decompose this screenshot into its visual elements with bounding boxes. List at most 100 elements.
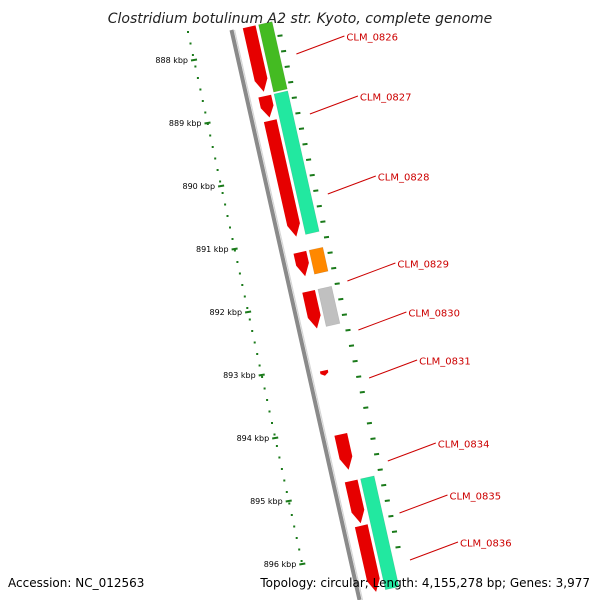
cds-arrow-clm_0826 <box>242 25 268 92</box>
minor-tick <box>191 54 194 56</box>
minor-tick <box>219 180 222 183</box>
minor-tick <box>211 146 214 148</box>
minor-tick <box>256 353 259 355</box>
gene-leader-line <box>327 175 376 195</box>
minor-tick <box>221 192 224 194</box>
gene-label: CLM_0828 <box>378 173 430 184</box>
gene-label: CLM_0834 <box>438 440 490 451</box>
minor-tick <box>263 387 266 390</box>
kbp-major-tick <box>258 373 265 377</box>
gene-feature-clm_0835 <box>360 475 400 591</box>
minor-tick <box>246 307 249 309</box>
minor-tick <box>243 295 246 298</box>
kbp-major-tick <box>285 499 292 503</box>
cds-arrow-clm_0836 <box>354 524 380 592</box>
gene-feature-clm_0829 <box>308 246 329 275</box>
kbp-tick-label: 894 kbp <box>237 434 270 443</box>
minor-tick <box>253 341 256 344</box>
gene-leader-line <box>358 311 407 331</box>
genome-track-group: 888 kbp 889 kbp 890 kbp 891 kbp 892 kbp 893 k… <box>155 21 512 600</box>
outer-tick <box>280 49 287 53</box>
kbp-tick-label: 896 kbp <box>264 560 297 569</box>
kbp-major-tick <box>217 184 225 188</box>
minor-tick <box>224 203 227 206</box>
kbp-tick-label: 890 kbp <box>182 182 215 191</box>
gene-label: CLM_0836 <box>460 539 512 550</box>
minor-tick <box>300 560 303 562</box>
kbp-major-tick <box>190 58 198 62</box>
gene-leader-line <box>368 359 418 379</box>
gene-leader-line <box>409 541 459 561</box>
outer-tick <box>348 344 355 347</box>
outer-tick <box>284 65 290 68</box>
minor-tick <box>231 238 234 240</box>
outer-tick <box>345 328 351 332</box>
genome-summary-text: Topology: circular; Length: 4,155,278 bp… <box>259 576 590 590</box>
minor-tick <box>187 31 189 33</box>
outer-tick <box>381 483 387 487</box>
gene-label: CLM_0830 <box>408 309 460 320</box>
minor-tick <box>275 445 278 447</box>
minor-tick <box>199 88 202 91</box>
minor-tick <box>204 111 207 114</box>
outer-tick <box>320 220 326 223</box>
minor-tick <box>238 272 241 275</box>
gene-label: CLM_0831 <box>419 357 471 368</box>
outer-tick <box>363 406 369 409</box>
gene-leader-line <box>399 494 448 514</box>
cds-arrow-clm_0830 <box>302 290 321 329</box>
minor-tick <box>288 502 291 505</box>
accession-text: Accession: NC_012563 <box>8 576 144 590</box>
outer-tick <box>323 235 330 239</box>
outer-tick <box>316 204 322 208</box>
minor-tick <box>248 318 251 321</box>
minor-tick <box>226 215 229 217</box>
kbp-major-tick <box>299 562 306 566</box>
gene-leader-line <box>387 442 436 462</box>
minor-tick <box>293 525 296 528</box>
minor-tick <box>236 261 239 263</box>
outer-tick <box>356 375 362 378</box>
kbp-tick-label: 891 kbp <box>196 245 229 254</box>
outer-tick <box>305 158 312 161</box>
gene-feature-clm_0826 <box>258 21 288 93</box>
minor-tick <box>214 157 217 160</box>
map-title: Clostridium botulinum A2 str. Kyoto, com… <box>108 11 493 27</box>
minor-tick <box>278 456 281 459</box>
minor-tick <box>261 376 264 378</box>
outer-tick <box>391 530 398 533</box>
outer-tick <box>288 80 294 84</box>
minor-tick <box>206 123 209 125</box>
minor-tick <box>201 100 204 102</box>
outer-tick <box>366 421 373 425</box>
outer-tick <box>331 266 337 270</box>
outer-tick <box>370 437 376 440</box>
cds-arrow-clm_0829 <box>293 250 309 277</box>
cds-arrow-clm_0827 <box>258 94 274 118</box>
backbone-line <box>229 29 362 600</box>
minor-tick <box>280 468 283 470</box>
outer-tick <box>352 359 358 363</box>
gene-label: CLM_0835 <box>450 492 502 503</box>
outer-tick <box>341 313 348 316</box>
outer-tick <box>291 96 297 99</box>
kbp-major-tick <box>272 436 279 440</box>
minor-tick <box>194 65 197 68</box>
outer-tick <box>313 189 319 192</box>
gene-feature-clm_0830 <box>317 285 341 327</box>
minor-tick <box>290 514 293 516</box>
kbp-major-tick <box>244 310 252 314</box>
outer-tick <box>359 390 365 394</box>
minor-tick <box>268 410 271 413</box>
minor-tick <box>216 169 219 171</box>
outer-tick <box>334 282 340 285</box>
minor-tick <box>285 491 288 493</box>
gene-label: CLM_0827 <box>360 93 412 104</box>
minor-tick <box>273 433 276 436</box>
kbp-major-tick <box>204 121 211 125</box>
kbp-tick-label: 893 kbp <box>223 371 256 380</box>
outer-tick <box>373 452 380 456</box>
backbone-highlight <box>233 29 364 600</box>
minor-tick <box>266 399 269 401</box>
